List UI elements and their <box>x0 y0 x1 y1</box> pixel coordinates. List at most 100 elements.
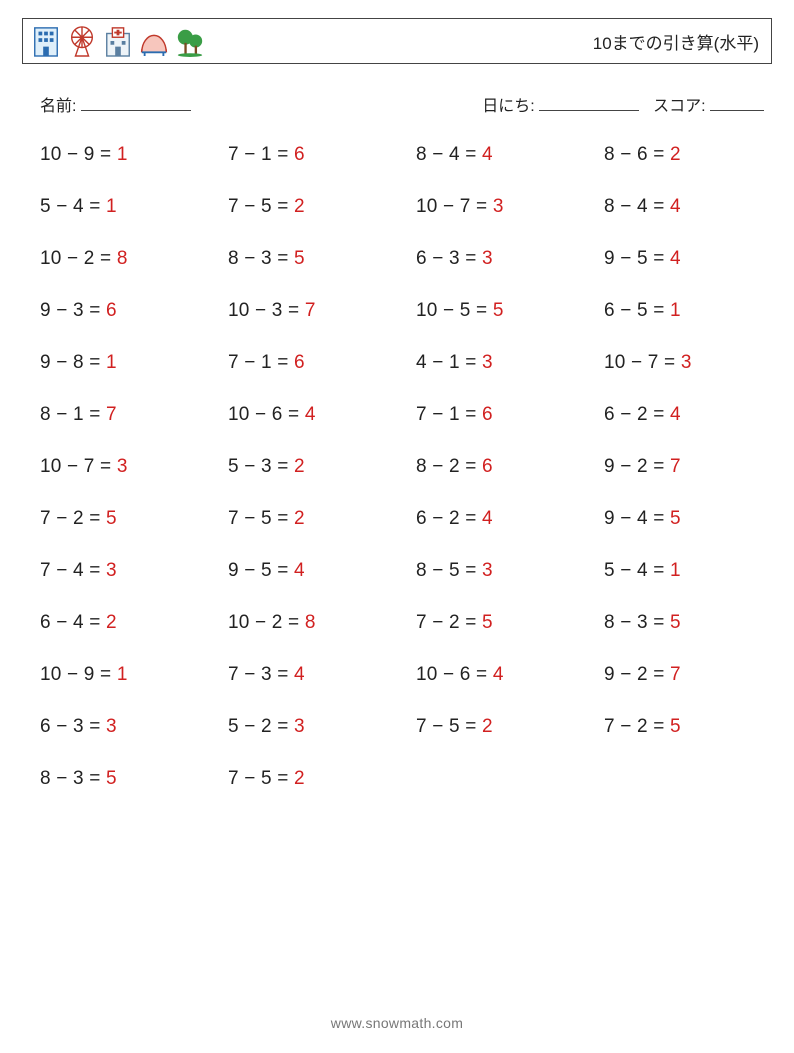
problem: 7 − 1 = 6 <box>228 352 392 374</box>
problem: 10 − 7 = 3 <box>416 196 580 218</box>
problem: 8 − 6 = 2 <box>604 144 768 166</box>
answer: 2 <box>294 768 305 789</box>
building-icon <box>31 24 61 58</box>
answer: 4 <box>305 404 316 425</box>
answer: 2 <box>482 716 493 737</box>
problem: 8 − 1 = 7 <box>40 404 204 426</box>
problem: 5 − 4 = 1 <box>604 560 768 582</box>
answer: 5 <box>106 768 117 789</box>
answer: 3 <box>482 248 493 269</box>
problem: 6 − 3 = 3 <box>40 716 204 738</box>
answer: 3 <box>106 716 117 737</box>
answer: 6 <box>482 404 493 425</box>
problem: 10 − 2 = 8 <box>40 248 204 270</box>
problem: 9 − 5 = 4 <box>604 248 768 270</box>
answer: 1 <box>106 196 117 217</box>
answer: 4 <box>482 508 493 529</box>
problem: 8 − 2 = 6 <box>416 456 580 478</box>
problem: 7 − 2 = 5 <box>604 716 768 738</box>
answer: 5 <box>482 612 493 633</box>
problem: 10 − 9 = 1 <box>40 144 204 166</box>
problem: 7 − 1 = 6 <box>228 144 392 166</box>
problem: 7 − 5 = 2 <box>416 716 580 738</box>
problem: 9 − 2 = 7 <box>604 664 768 686</box>
answer: 1 <box>117 144 128 165</box>
answer: 3 <box>493 196 504 217</box>
answer: 3 <box>482 560 493 581</box>
answer: 2 <box>106 612 117 633</box>
date-blank[interactable] <box>539 93 639 111</box>
problem: 7 − 5 = 2 <box>228 508 392 530</box>
title-bar: 10までの引き算(水平) <box>22 18 772 64</box>
answer: 5 <box>106 508 117 529</box>
answer: 2 <box>294 196 305 217</box>
problem: 9 − 2 = 7 <box>604 456 768 478</box>
answer: 7 <box>670 456 681 477</box>
answer: 3 <box>117 456 128 477</box>
problem: 10 − 2 = 8 <box>228 612 392 634</box>
answer: 1 <box>106 352 117 373</box>
name-blank[interactable] <box>81 93 191 111</box>
problem: 5 − 3 = 2 <box>228 456 392 478</box>
answer: 4 <box>493 664 504 685</box>
problem: 10 − 5 = 5 <box>416 300 580 322</box>
problem: 8 − 3 = 5 <box>228 248 392 270</box>
score-label: スコア: <box>653 98 705 115</box>
problem: 6 − 5 = 1 <box>604 300 768 322</box>
problem: 8 − 5 = 3 <box>416 560 580 582</box>
problem: 6 − 4 = 2 <box>40 612 204 634</box>
answer: 3 <box>106 560 117 581</box>
answer: 5 <box>670 716 681 737</box>
answer: 4 <box>294 560 305 581</box>
problem: 9 − 8 = 1 <box>40 352 204 374</box>
problem: 5 − 4 = 1 <box>40 196 204 218</box>
answer: 3 <box>681 352 692 373</box>
problem: 7 − 1 = 6 <box>416 404 580 426</box>
trees-icon <box>175 24 205 58</box>
problem: 5 − 2 = 3 <box>228 716 392 738</box>
worksheet-title: 10までの引き算(水平) <box>593 29 759 54</box>
problem: 6 − 2 = 4 <box>604 404 768 426</box>
problem: 8 − 4 = 4 <box>416 144 580 166</box>
problem: 9 − 5 = 4 <box>228 560 392 582</box>
answer: 4 <box>670 248 681 269</box>
bridge-icon <box>139 24 169 58</box>
answer: 4 <box>482 144 493 165</box>
problem: 10 − 6 = 4 <box>228 404 392 426</box>
answer: 1 <box>117 664 128 685</box>
answer: 1 <box>670 560 681 581</box>
problem-grid: 10 − 9 = 1 7 − 1 = 6 8 − 4 = 4 8 − 6 = 2 5 −… <box>22 144 772 790</box>
answer: 5 <box>670 612 681 633</box>
answer: 7 <box>670 664 681 685</box>
meta-row: 名前: 日にち: スコア: <box>22 92 772 116</box>
footer-url: www.snowmath.com <box>0 1015 794 1031</box>
answer: 2 <box>294 508 305 529</box>
answer: 3 <box>482 352 493 373</box>
problem: 7 − 4 = 3 <box>40 560 204 582</box>
problem: 7 − 2 = 5 <box>416 612 580 634</box>
answer: 6 <box>294 352 305 373</box>
answer: 3 <box>294 716 305 737</box>
problem: 7 − 3 = 4 <box>228 664 392 686</box>
problem: 8 − 3 = 5 <box>40 768 204 790</box>
answer: 2 <box>670 144 681 165</box>
answer: 5 <box>493 300 504 321</box>
answer: 6 <box>482 456 493 477</box>
problem: 7 − 2 = 5 <box>40 508 204 530</box>
answer: 6 <box>294 144 305 165</box>
problem: 10 − 3 = 7 <box>228 300 392 322</box>
score-blank[interactable] <box>710 93 764 111</box>
answer: 1 <box>670 300 681 321</box>
problem: 6 − 3 = 3 <box>416 248 580 270</box>
answer: 5 <box>670 508 681 529</box>
problem: 10 − 6 = 4 <box>416 664 580 686</box>
answer: 8 <box>117 248 128 269</box>
problem: 7 − 5 = 2 <box>228 196 392 218</box>
answer: 6 <box>106 300 117 321</box>
problem: 10 − 7 = 3 <box>40 456 204 478</box>
problem: 7 − 5 = 2 <box>228 768 392 790</box>
answer: 4 <box>670 404 681 425</box>
problem: 8 − 3 = 5 <box>604 612 768 634</box>
problem: 8 − 4 = 4 <box>604 196 768 218</box>
answer: 4 <box>670 196 681 217</box>
